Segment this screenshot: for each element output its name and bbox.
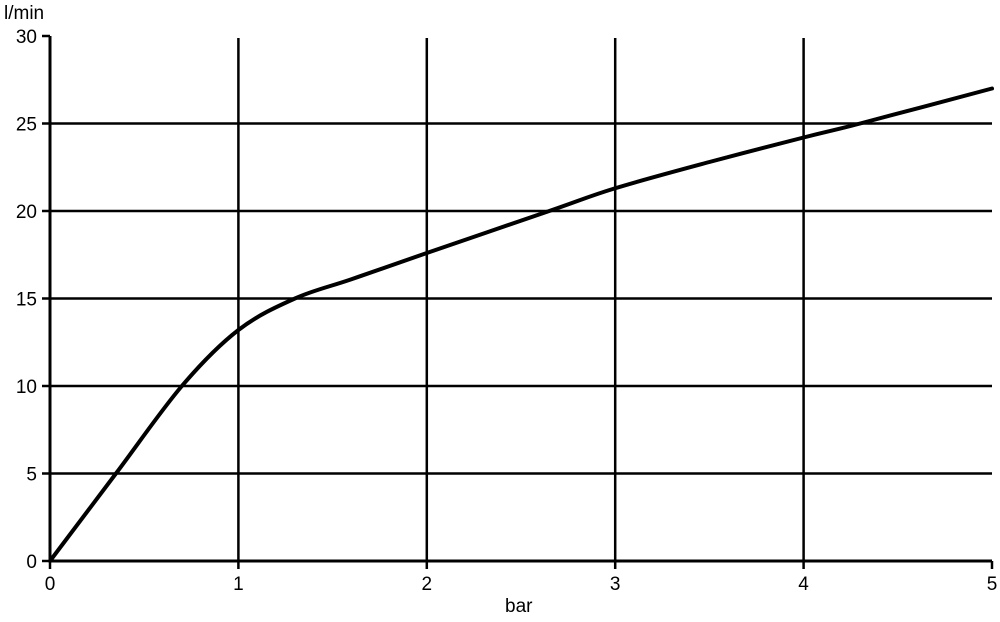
x-tick-label: 4 — [798, 574, 809, 595]
y-tick-label: 15 — [16, 290, 37, 311]
y-tick-label: 10 — [16, 377, 37, 398]
y-axis-label: l/min — [4, 3, 44, 24]
y-tick-label: 0 — [26, 552, 37, 573]
series-line — [48, 86, 994, 563]
x-tick-label: 1 — [233, 574, 244, 595]
x-axis-label: bar — [505, 596, 533, 617]
x-tick-label: 2 — [422, 574, 433, 595]
y-tick-label: 5 — [26, 465, 37, 486]
y-tick-label: 25 — [16, 115, 37, 136]
y-tick-label: 30 — [16, 27, 37, 48]
y-tick-label: 20 — [16, 202, 37, 223]
axes — [42, 34, 994, 569]
x-tick-label: 5 — [987, 574, 998, 595]
tick-labels: 0 5 10 15 20 25 30 0 1 2 3 4 5 — [16, 27, 997, 595]
grid — [50, 38, 992, 561]
x-tick-label: 3 — [610, 574, 621, 595]
x-tick-label: 0 — [45, 574, 56, 595]
